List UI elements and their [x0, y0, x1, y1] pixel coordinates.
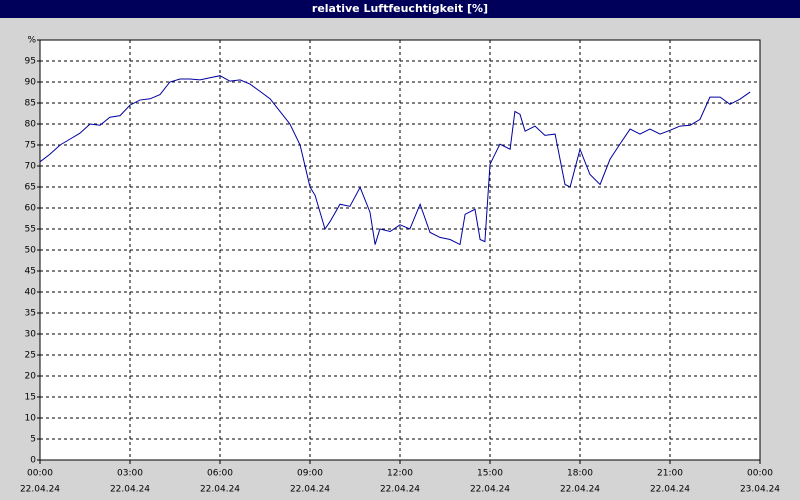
x-tick-date: 22.04.24: [200, 485, 240, 495]
chart-title: relative Luftfeuchtigkeit [%]: [312, 2, 488, 15]
x-tick-label: 18:00: [567, 469, 593, 479]
y-tick-label: 85: [25, 99, 36, 109]
x-tick-label: 00:00: [27, 469, 53, 479]
y-tick-label: 90: [25, 78, 37, 88]
x-tick-date: 22.04.24: [20, 485, 60, 495]
y-tick-label: %: [27, 36, 36, 46]
y-tick-label: 40: [25, 288, 37, 298]
y-tick-label: 55: [25, 225, 36, 235]
x-tick-label: 03:00: [117, 469, 143, 479]
x-tick-date: 23.04.24: [740, 485, 780, 495]
y-tick-label: 0: [30, 456, 36, 466]
y-tick-label: 95: [25, 57, 36, 67]
y-tick-label: 80: [25, 120, 37, 130]
y-tick-label: 15: [25, 393, 36, 403]
x-tick-date: 22.04.24: [470, 485, 510, 495]
line: [39, 75, 751, 246]
x-tick-label: 06:00: [207, 469, 233, 479]
x-tick-date: 22.04.24: [650, 485, 690, 495]
y-tick-label: 20: [25, 372, 37, 382]
x-tick-label: 15:00: [477, 469, 503, 479]
title-bar: [0, 0, 800, 18]
y-tick-label: 50: [25, 246, 37, 256]
x-tick-date: 22.04.24: [290, 485, 330, 495]
y-tick-label: 65: [25, 183, 36, 193]
x-tick-date: 22.04.24: [560, 485, 600, 495]
y-tick-label: 70: [25, 162, 37, 172]
y-tick-label: 30: [25, 330, 37, 340]
y-tick-label: 5: [30, 435, 36, 445]
y-tick-label: 25: [25, 351, 36, 361]
x-tick-label: 21:00: [657, 469, 683, 479]
y-tick-label: 35: [25, 309, 36, 319]
x-tick-date: 22.04.24: [110, 485, 150, 495]
x-tick-date: 22.04.24: [380, 485, 420, 495]
y-tick-label: 60: [25, 204, 37, 214]
x-tick-label: 12:00: [387, 469, 413, 479]
y-tick-label: 10: [25, 414, 37, 424]
y-tick-label: 75: [25, 141, 36, 151]
x-tick-label: 00:00: [747, 469, 773, 479]
y-tick-label: 45: [25, 267, 36, 277]
x-tick-label: 09:00: [297, 469, 323, 479]
